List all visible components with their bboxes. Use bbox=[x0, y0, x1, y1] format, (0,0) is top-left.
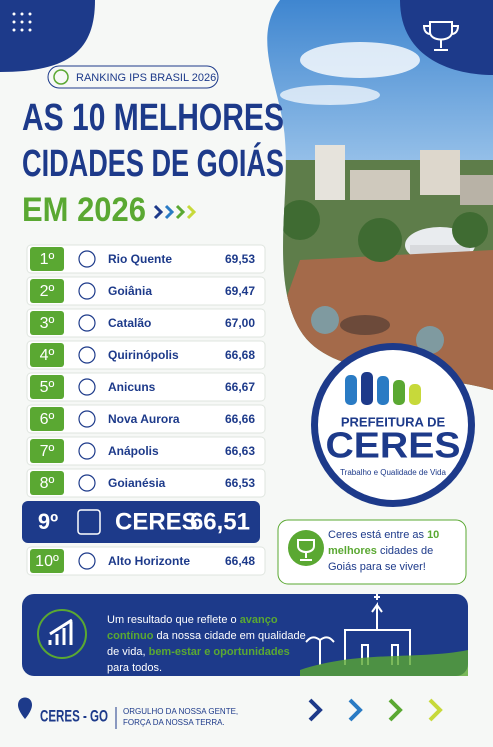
rank-box bbox=[30, 439, 64, 463]
rank-box bbox=[30, 549, 64, 573]
badge-text: RANKING IPS BRASIL 2026 bbox=[76, 72, 216, 84]
rank-number: 8º bbox=[40, 475, 55, 492]
rank-row bbox=[26, 372, 266, 402]
city-name: Rio Quente bbox=[108, 252, 172, 266]
row-icon bbox=[77, 509, 101, 535]
text-run: cidades de Goiás para se viver! bbox=[328, 545, 434, 573]
city-name: Alto Horizonte bbox=[108, 554, 190, 568]
row-icon bbox=[78, 442, 96, 460]
rank-row bbox=[26, 308, 266, 338]
banner-text: Um resultado que reflete o avanço contín… bbox=[107, 612, 307, 676]
city-name: Catalão bbox=[108, 316, 151, 330]
pin-icon bbox=[18, 697, 32, 719]
row-icon bbox=[78, 250, 96, 268]
city-name: Quirinópolis bbox=[108, 348, 179, 362]
city-score: 66,66 bbox=[225, 412, 255, 426]
row-icon bbox=[78, 474, 96, 492]
row-icon bbox=[78, 410, 96, 428]
rank-number: 5º bbox=[40, 379, 55, 396]
title-chevrons bbox=[153, 204, 197, 220]
row-icon bbox=[78, 282, 96, 300]
city-score: 66,63 bbox=[225, 444, 255, 458]
city-score: 66,67 bbox=[225, 380, 255, 394]
rank-number: 2º bbox=[40, 283, 55, 300]
logo-tagline: Trabalho e Qualidade de Vida bbox=[340, 468, 446, 477]
rank-box bbox=[30, 407, 64, 431]
rank-number: 1º bbox=[40, 251, 55, 268]
city-name: Goianésia bbox=[108, 476, 166, 490]
rank-row bbox=[26, 404, 266, 434]
text-run: avanço contínuo bbox=[107, 614, 278, 642]
footer-chevrons bbox=[308, 698, 443, 722]
rank-box bbox=[30, 279, 64, 303]
callout-box bbox=[277, 519, 467, 585]
city-score: 69,53 bbox=[225, 252, 255, 266]
logo-mark bbox=[345, 372, 421, 405]
callout-text: Ceres está entre as 10 melhores cidades … bbox=[328, 527, 458, 575]
city-name: Anicuns bbox=[108, 380, 156, 394]
logo-name: CERES bbox=[326, 425, 461, 466]
city-name: Nova Aurora bbox=[108, 412, 180, 426]
city-score: 66,51 bbox=[190, 508, 250, 535]
rank-row bbox=[26, 436, 266, 466]
rank-number: 10º bbox=[35, 553, 59, 570]
rank-box bbox=[30, 471, 64, 495]
text-run: bem-estar e oportunidades bbox=[148, 646, 290, 658]
badge-outline bbox=[47, 65, 219, 89]
city-score: 67,00 bbox=[225, 316, 255, 330]
rank-row bbox=[26, 276, 266, 306]
corner-shape bbox=[0, 0, 95, 72]
badge-star bbox=[53, 69, 69, 85]
city-score: 66,48 bbox=[225, 554, 255, 568]
rank-number: 4º bbox=[40, 347, 55, 364]
city-score: 66,53 bbox=[225, 476, 255, 490]
rank-row bbox=[26, 340, 266, 370]
rank-row bbox=[22, 501, 260, 543]
dots bbox=[12, 12, 32, 32]
trophy-corner bbox=[400, 0, 493, 75]
rank-box bbox=[30, 375, 64, 399]
footer-slogan: ORGULHO DA NOSSA GENTE, bbox=[123, 707, 238, 716]
title-year: EM 2026 bbox=[22, 191, 146, 229]
rank-number: 6º bbox=[40, 411, 55, 428]
city-name: Anápolis bbox=[108, 444, 159, 458]
church-drawing bbox=[305, 594, 411, 665]
title-line: AS 10 MELHORES bbox=[22, 97, 284, 139]
rank-box bbox=[30, 247, 64, 271]
banner-box bbox=[22, 594, 468, 676]
footer-slogan: FORÇA DA NOSSA TERRA. bbox=[123, 718, 225, 727]
rank-box bbox=[30, 311, 64, 335]
text-run: para todos. bbox=[107, 662, 163, 674]
city-name: CERES bbox=[115, 508, 198, 535]
row-icon bbox=[78, 346, 96, 364]
rank-row bbox=[26, 244, 266, 274]
rank-row bbox=[26, 468, 266, 498]
rank-box bbox=[30, 343, 64, 367]
title-line: CIDADES DE GOIÁS bbox=[22, 141, 284, 185]
text-run: Ceres está entre as bbox=[328, 529, 428, 541]
rank-number: 9º bbox=[38, 509, 58, 534]
rank-number: 7º bbox=[40, 443, 55, 460]
city-score: 66,68 bbox=[225, 348, 255, 362]
text-run: Um resultado que reflete o bbox=[107, 614, 240, 626]
logo-top: PREFEITURA DE bbox=[341, 414, 446, 429]
row-icon bbox=[78, 552, 96, 570]
rank-number: 3º bbox=[40, 315, 55, 332]
text-run: 10 melhores bbox=[328, 529, 440, 557]
footer-location: CERES - GO bbox=[40, 706, 108, 725]
row-icon bbox=[78, 378, 96, 396]
rank-row bbox=[26, 546, 266, 576]
city-name: Goiânia bbox=[108, 284, 152, 298]
city-score: 69,47 bbox=[225, 284, 255, 298]
trophy-icon bbox=[422, 21, 460, 51]
banner-icon bbox=[37, 609, 87, 659]
text-run: da nossa cidade em qualidade de vida, bbox=[107, 630, 306, 658]
row-icon bbox=[78, 314, 96, 332]
